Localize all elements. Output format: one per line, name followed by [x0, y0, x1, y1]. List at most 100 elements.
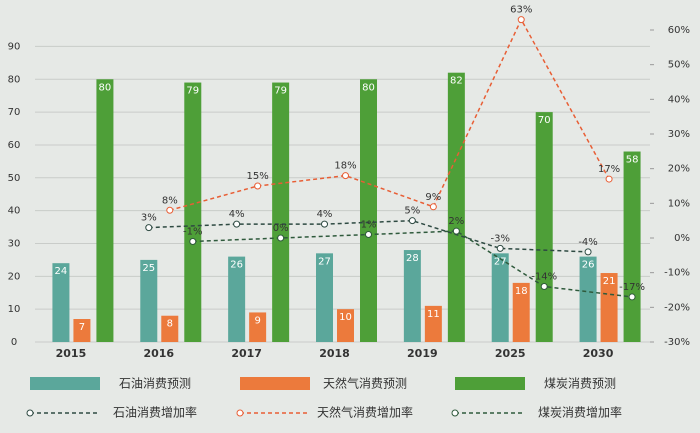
bar-label: 27 — [494, 256, 507, 267]
bar-label: 79 — [274, 86, 287, 97]
y2-tick-label: 30% — [668, 129, 690, 140]
x-tick-label: 2017 — [231, 347, 262, 360]
bar — [337, 309, 354, 342]
line-point — [233, 220, 241, 228]
line — [169, 17, 610, 211]
x-tick-label: 2030 — [583, 347, 614, 360]
bar-label: 11 — [427, 309, 440, 320]
legend-label: 天然气消费增加率 — [317, 405, 413, 420]
bar — [228, 256, 246, 342]
line-label: 4% — [317, 209, 333, 220]
legend-marker — [26, 409, 34, 417]
line-point — [628, 293, 636, 301]
x-tick-label: 2015 — [56, 347, 87, 360]
bar-label: 82 — [450, 76, 463, 87]
bar — [600, 273, 618, 342]
y-tick-label: 80 — [8, 74, 21, 85]
bar-label: 10 — [339, 312, 352, 323]
bar-label: 26 — [230, 260, 243, 271]
line-label: -4% — [578, 237, 597, 248]
bar-label: 80 — [362, 82, 375, 93]
y-tick-label: 50 — [8, 173, 21, 184]
bar — [161, 315, 179, 342]
legend-label: 石油消费增加率 — [113, 405, 197, 420]
line-point — [166, 206, 174, 214]
y2-tick-label: -10% — [664, 268, 690, 279]
line-point — [145, 224, 153, 232]
y2-tick-label: 60% — [668, 25, 690, 36]
bar — [491, 253, 509, 342]
line-label: 2% — [448, 216, 464, 227]
line-label: -14% — [531, 272, 557, 283]
y-tick-label: 40 — [8, 206, 21, 217]
bar-label: 79 — [186, 86, 199, 97]
line-label: 0% — [273, 223, 289, 234]
line-label: -17% — [619, 282, 645, 293]
line-point — [429, 203, 437, 211]
bar — [360, 79, 377, 343]
line-label: 1% — [361, 220, 377, 231]
bar-label: 58 — [626, 155, 639, 166]
bar-label: 18 — [515, 286, 528, 297]
line-point — [540, 283, 548, 291]
bar — [316, 253, 333, 342]
line-point — [584, 248, 592, 256]
line-point — [277, 234, 285, 242]
bar-label: 26 — [582, 260, 595, 271]
bar — [249, 312, 267, 342]
y2-tick-label: 10% — [668, 198, 690, 209]
y2-tick-label: 0% — [674, 233, 690, 244]
bar-label: 9 — [254, 315, 260, 326]
line-label: -1% — [183, 226, 202, 237]
line-label: 15% — [247, 171, 269, 182]
line-point — [605, 175, 613, 183]
line-point — [452, 227, 460, 235]
bar-label: 80 — [99, 82, 112, 93]
line-label: 8% — [162, 195, 178, 206]
bar-label: 25 — [142, 263, 155, 274]
bar-label: 70 — [538, 115, 551, 126]
line-point — [342, 172, 349, 180]
legend-swatch — [30, 377, 100, 390]
legend-swatch — [455, 377, 525, 390]
bar — [73, 319, 91, 342]
y-tick-label: 10 — [8, 304, 21, 315]
bar — [579, 256, 597, 342]
bar — [447, 72, 465, 343]
legend-marker — [451, 409, 459, 417]
legend-marker — [236, 409, 244, 417]
line-label: 18% — [334, 161, 356, 172]
bar — [403, 250, 421, 342]
y-tick-label: 30 — [8, 238, 21, 249]
line-point — [189, 237, 197, 245]
y-tick-label: 90 — [8, 41, 21, 52]
y-tick-label: 0 — [11, 337, 17, 348]
x-tick-label: 2025 — [495, 347, 526, 360]
bar — [272, 82, 290, 343]
y2-tick-label: -20% — [664, 302, 690, 313]
bar — [140, 259, 158, 342]
line — [148, 219, 589, 253]
bar-label: 24 — [55, 266, 68, 277]
line-point — [408, 217, 416, 225]
legend-label: 石油消费预测 — [119, 377, 191, 391]
bar — [52, 263, 70, 342]
legend-swatch — [240, 377, 310, 390]
line-point — [365, 231, 372, 239]
line-label: 9% — [425, 192, 441, 203]
bar — [96, 79, 114, 343]
legend-label: 天然气消费预测 — [323, 376, 407, 391]
line-label: 17% — [598, 164, 620, 175]
line-point — [517, 16, 525, 24]
legend-label: 煤炭消费预测 — [544, 377, 616, 391]
line-label: -3% — [490, 233, 509, 244]
bar-label: 28 — [406, 253, 419, 264]
line-label: 4% — [229, 209, 245, 220]
legend-label: 煤炭消费增加率 — [538, 405, 622, 420]
x-tick-label: 2016 — [143, 347, 174, 360]
y2-tick-label: 20% — [668, 164, 690, 175]
x-tick-label: 2019 — [407, 347, 438, 360]
bar-label: 7 — [79, 322, 85, 333]
